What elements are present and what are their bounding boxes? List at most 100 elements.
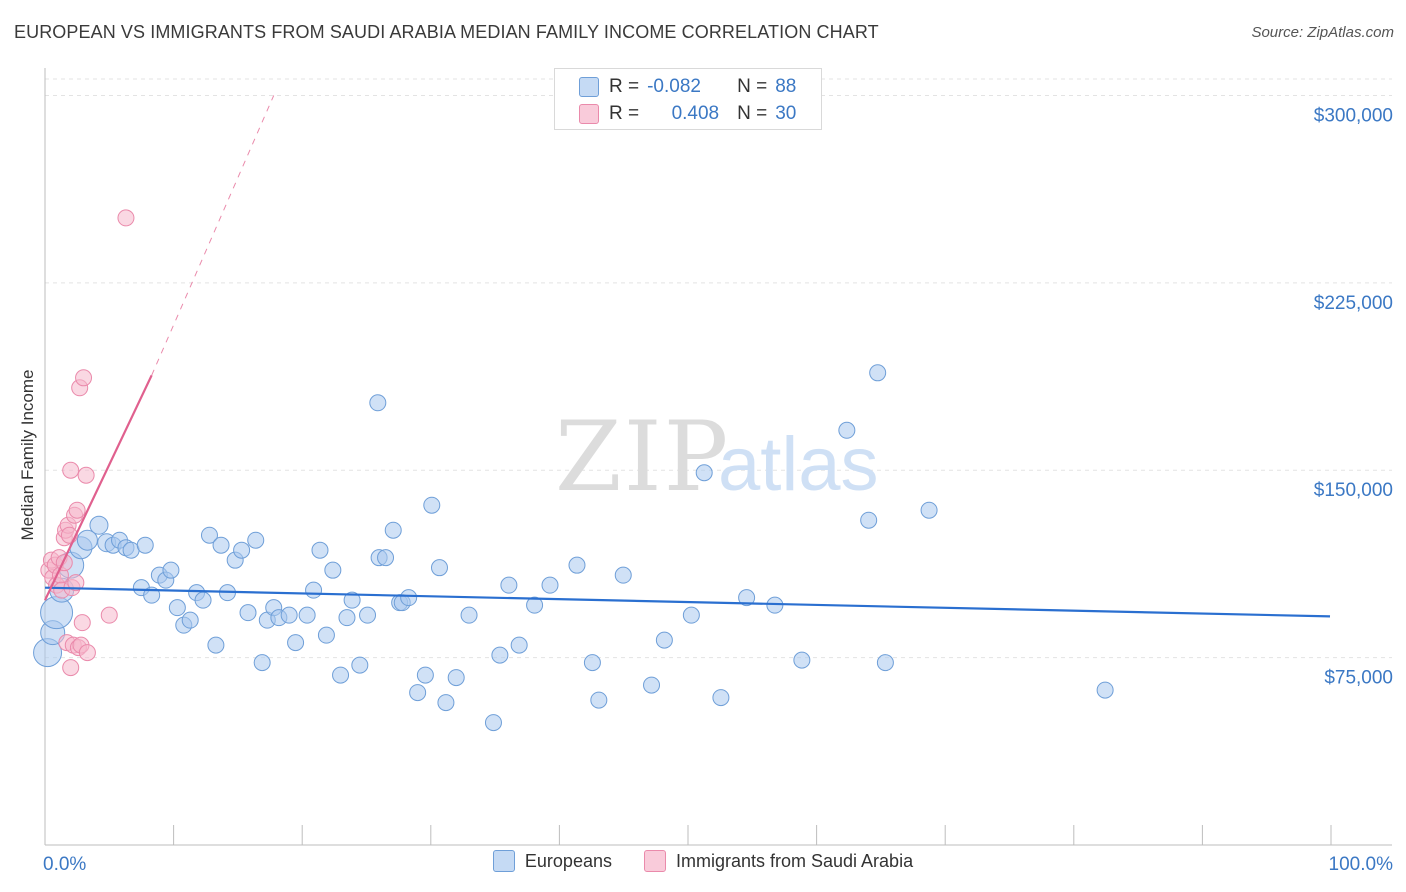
trend-line-saudi-arabia: [44, 374, 153, 601]
data-point: [1096, 681, 1114, 699]
data-point: [311, 541, 329, 559]
data-point: [100, 606, 118, 624]
series-legend: Europeans Immigrants from Saudi Arabia: [0, 850, 1406, 872]
watermark-zip: ZIP: [555, 401, 730, 513]
data-point: [484, 714, 502, 732]
legend-item-saudi-arabia[interactable]: Immigrants from Saudi Arabia: [643, 850, 914, 872]
data-point: [695, 464, 713, 482]
n-label: N =: [737, 103, 768, 124]
data-point: [416, 666, 434, 684]
y-tick-labels: $75,000 $150,000 $225,000 $300,000: [1314, 105, 1393, 688]
x-tick-label: 100.0%: [1329, 854, 1394, 875]
data-point: [68, 501, 86, 519]
data-point: [338, 609, 356, 627]
data-point: [643, 676, 661, 694]
data-point: [491, 646, 509, 664]
data-point: [430, 559, 448, 577]
data-point: [409, 684, 427, 702]
series-europeans: [33, 364, 1114, 732]
data-point: [162, 561, 180, 579]
x-tick-labels: 0.0% 100.0%: [43, 854, 1393, 875]
data-point: [200, 526, 218, 544]
data-point: [510, 636, 528, 654]
data-point: [212, 536, 230, 554]
data-point: [682, 606, 700, 624]
data-point: [526, 596, 544, 614]
data-point: [343, 591, 361, 609]
data-point: [460, 606, 478, 624]
chart-title: EUROPEAN VS IMMIGRANTS FROM SAUDI ARABIA…: [14, 22, 879, 42]
data-point: [838, 421, 856, 439]
y-tick-label: $300,000: [1314, 105, 1393, 126]
europeans-swatch: [579, 77, 599, 97]
data-point: [305, 581, 323, 599]
data-point: [207, 636, 225, 654]
correlation-row-saudi-arabia: R = 0.408 N = 30: [579, 101, 796, 127]
correlation-row-europeans: R = -0.082 N = 88: [579, 74, 796, 100]
x-tick-label: 0.0%: [43, 854, 86, 875]
r-label: R =: [609, 76, 640, 97]
r-value: -0.082: [647, 76, 701, 97]
data-point: [876, 654, 894, 672]
data-point: [400, 589, 418, 607]
series-saudi-arabia: [40, 209, 135, 677]
data-point: [77, 466, 95, 484]
data-point: [78, 644, 96, 662]
data-point: [583, 654, 601, 672]
data-point: [437, 694, 455, 712]
data-point: [67, 574, 85, 592]
data-point: [324, 561, 342, 579]
data-point: [359, 606, 377, 624]
data-point: [181, 611, 199, 629]
data-point: [920, 501, 938, 519]
data-point: [253, 654, 271, 672]
europeans-legend-swatch: [492, 850, 515, 872]
trend-lines: [44, 95, 1331, 618]
data-point: [298, 606, 316, 624]
trend-line-extension: [151, 95, 275, 376]
data-point: [89, 515, 109, 535]
data-point: [280, 606, 298, 624]
correlation-legend: R = -0.082 N = 88 R = 0.408 N = 30: [554, 68, 822, 130]
data-point: [738, 589, 756, 607]
r-label: R =: [609, 103, 640, 124]
data-point: [351, 656, 369, 674]
axes: [44, 68, 1392, 846]
data-point: [168, 599, 186, 617]
y-tick-label: $75,000: [1324, 668, 1393, 689]
data-point: [73, 614, 91, 632]
data-point: [423, 496, 441, 514]
data-point: [590, 691, 608, 709]
data-point: [62, 461, 80, 479]
legend-label-europeans: Europeans: [524, 850, 612, 871]
data-point: [541, 576, 559, 594]
data-point: [568, 556, 586, 574]
data-point: [239, 604, 257, 622]
data-point: [194, 591, 212, 609]
data-point: [712, 689, 730, 707]
data-point: [332, 666, 350, 684]
data-point: [317, 626, 335, 644]
data-point: [447, 669, 465, 687]
r-value: 0.408: [671, 103, 720, 124]
data-point: [655, 631, 673, 649]
saudi-arabia-swatch: [579, 104, 599, 124]
data-point: [860, 511, 878, 529]
data-point: [247, 531, 265, 549]
legend-label-saudi-arabia: Immigrants from Saudi Arabia: [675, 850, 914, 871]
data-point: [377, 549, 395, 567]
source-label: Source: ZipAtlas.com: [1251, 24, 1394, 41]
legend-item-europeans[interactable]: Europeans: [492, 850, 612, 872]
data-point: [869, 364, 887, 382]
grid-lines: [45, 78, 1392, 659]
y-tick-label: $150,000: [1314, 480, 1393, 501]
data-point: [136, 536, 154, 554]
data-point: [117, 209, 135, 227]
n-value: 88: [775, 76, 797, 97]
watermark-atlas: atlas: [718, 422, 879, 507]
data-point: [75, 369, 93, 387]
data-point: [369, 394, 387, 412]
data-point: [614, 566, 632, 584]
data-point: [233, 541, 251, 559]
